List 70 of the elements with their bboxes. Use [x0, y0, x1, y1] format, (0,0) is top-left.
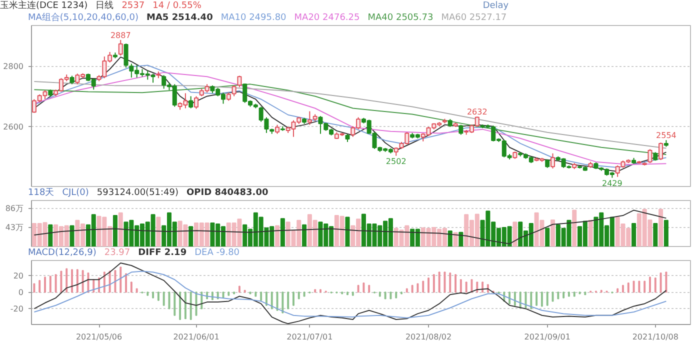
- x-tick-label: 2021/06/01: [173, 332, 220, 342]
- text: MA5 2514.40: [146, 13, 213, 23]
- bar: [275, 225, 280, 246]
- bar: [280, 218, 285, 246]
- text: 14 / 0.55%: [152, 1, 202, 11]
- bar: [632, 223, 636, 246]
- x-tick-label: 2021/05/06: [76, 332, 122, 342]
- candlestick: [118, 39, 123, 56]
- text: 2537: [122, 1, 145, 11]
- bar: [458, 232, 464, 246]
- annotation: 2502: [386, 156, 406, 166]
- y-tick-label: 0: [18, 288, 24, 298]
- candlestick: [648, 148, 652, 164]
- chart-title: MACD(12,26,9): [28, 248, 96, 258]
- legend-title: MA组合(5,10,20,40,60,0): [28, 13, 139, 23]
- bar: [664, 220, 668, 246]
- bar: [156, 216, 161, 246]
- chart-subtitle: 日线: [96, 1, 114, 11]
- bar: [112, 215, 118, 246]
- text: MA40 2505.73: [368, 13, 434, 23]
- y-tick-label: 2600: [3, 122, 24, 132]
- bar: [345, 216, 350, 246]
- x-tick-label: 2021/09/01: [524, 332, 570, 342]
- candlestick: [194, 96, 199, 110]
- bar: [448, 230, 452, 246]
- chart-title: 玉米主连(DCE 1234): [0, 1, 88, 11]
- bar: [653, 223, 658, 246]
- text: MA10 2495.80: [220, 13, 286, 23]
- candlestick: [124, 43, 128, 68]
- annotation: 2887: [110, 30, 131, 40]
- candlestick: [658, 142, 664, 161]
- x-tick-label: 2021/10/08: [632, 332, 678, 342]
- text: MA60 2527.17: [441, 13, 507, 23]
- bar: [302, 224, 307, 246]
- candlestick: [188, 96, 194, 109]
- y-tick-label: 43万: [5, 222, 24, 232]
- bar: [658, 208, 664, 246]
- bar: [572, 210, 577, 246]
- text: Delay: [482, 0, 509, 12]
- candlestick: [307, 110, 312, 126]
- candlestick: [550, 152, 556, 169]
- bar: [70, 225, 74, 246]
- series-label: DIFF 2.19: [138, 248, 187, 258]
- text: OPID 840483.00: [186, 188, 268, 198]
- y-tick-label: 20: [13, 271, 24, 280]
- line-series: [34, 270, 667, 318]
- text: MA20 2476.25: [294, 13, 360, 23]
- x-tick-label: 2021/08/02: [405, 332, 452, 342]
- y-tick-label: -20: [10, 304, 24, 314]
- bar: [188, 226, 194, 246]
- bar: [512, 222, 518, 246]
- chart-title: CJL(0): [62, 188, 89, 198]
- text: 118天: [28, 188, 54, 198]
- bar: [550, 219, 556, 246]
- bar: [588, 220, 593, 246]
- annotation: 2554: [656, 131, 676, 140]
- line-series: [34, 210, 667, 244]
- x-tick-label: 2021/07/01: [286, 332, 333, 342]
- y-tick-label: 2800: [3, 62, 24, 72]
- text: DEA -9.80: [194, 248, 240, 258]
- annotation: 2429: [602, 178, 622, 188]
- annotation: 2632: [466, 108, 488, 117]
- y-tick-label: 86万: [5, 204, 24, 213]
- line-series: [34, 262, 667, 324]
- bar: [545, 228, 550, 246]
- chart-subtitle: 593124.00(51:49): [96, 188, 179, 198]
- candlestick: [275, 124, 280, 134]
- bar: [48, 224, 53, 246]
- bar: [118, 212, 123, 246]
- series-label: 23.97: [104, 248, 130, 258]
